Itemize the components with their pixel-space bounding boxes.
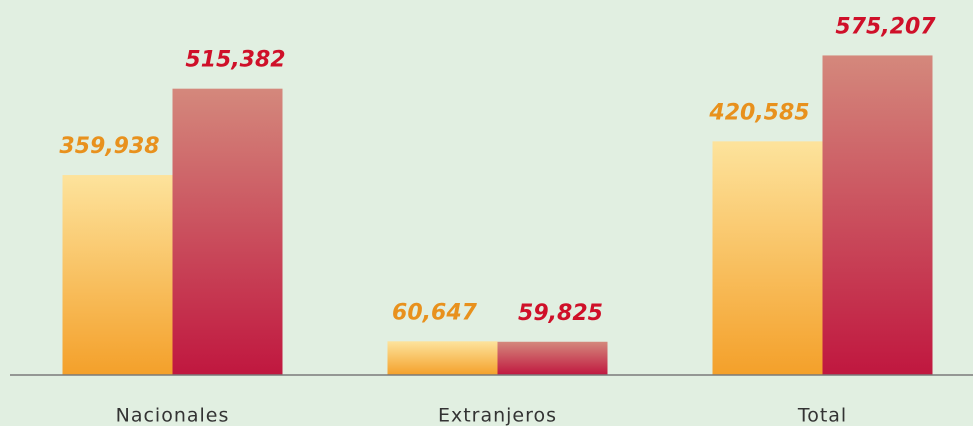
bar — [62, 175, 173, 375]
value-label: 420,585 — [708, 100, 809, 125]
bar — [172, 88, 283, 375]
bar — [387, 341, 498, 375]
value-label: 515,382 — [185, 48, 285, 73]
bar — [712, 141, 823, 375]
bar — [497, 341, 608, 375]
value-label: 359,938 — [59, 134, 159, 159]
value-label: 575,207 — [835, 14, 936, 39]
value-label: 60,647 — [392, 300, 478, 325]
value-label: 59,825 — [518, 301, 603, 326]
bar — [822, 55, 933, 376]
x-tick-label: Extranjeros — [438, 405, 557, 426]
x-tick-label: Nacionales — [116, 405, 230, 426]
x-tick-label: Total — [797, 405, 847, 426]
